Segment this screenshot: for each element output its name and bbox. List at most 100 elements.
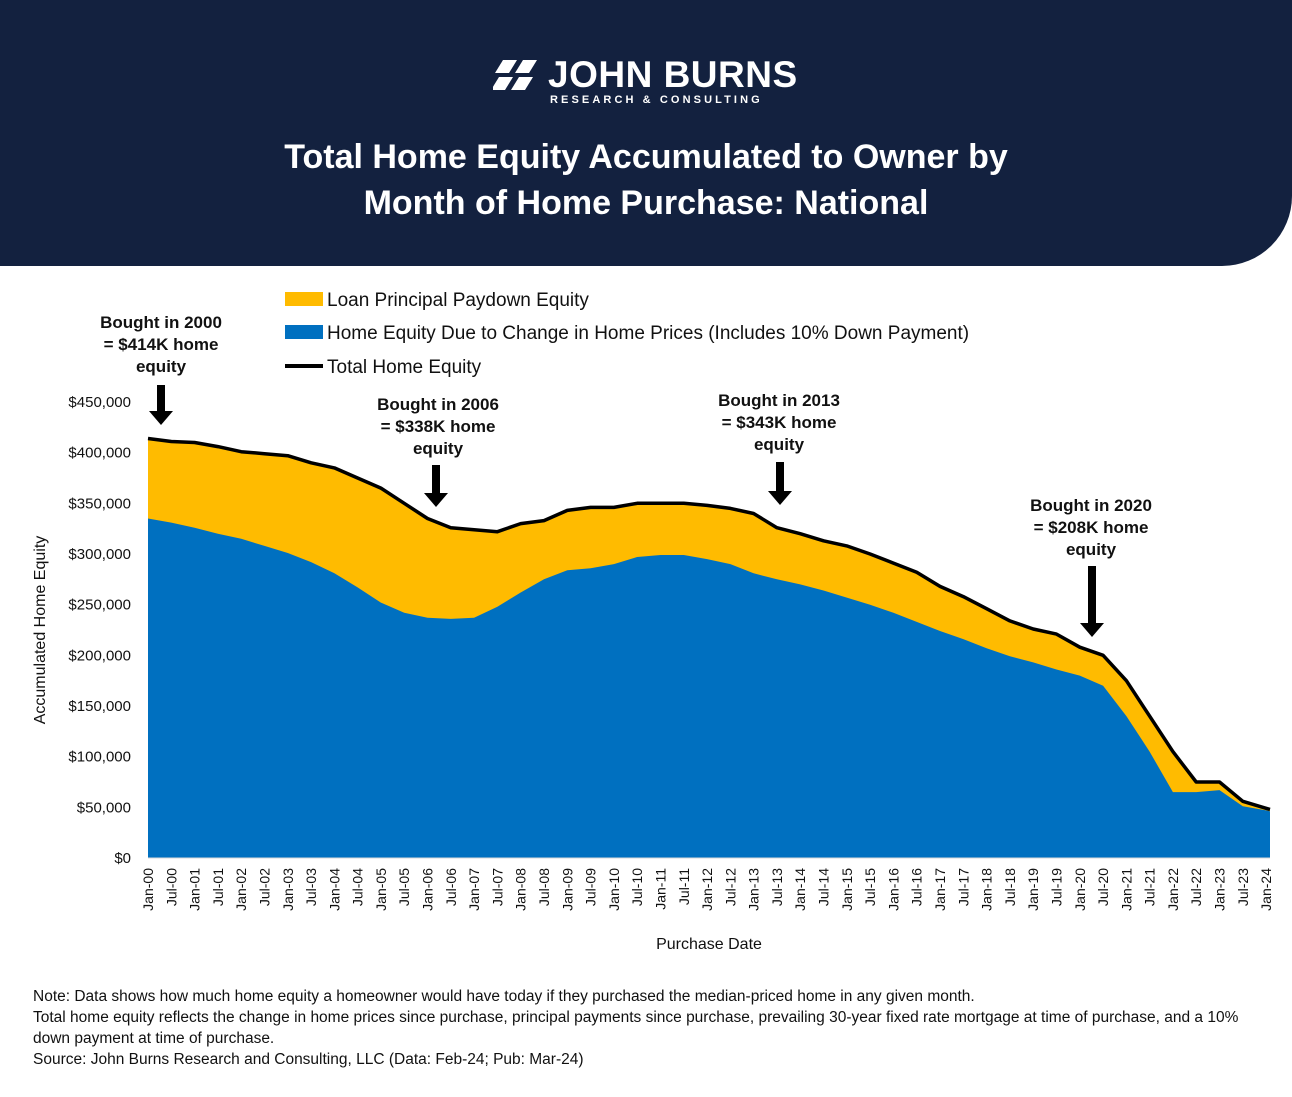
annotation-text: Bought in 2006 xyxy=(377,395,499,414)
legend-label: Home Equity Due to Change in Home Prices… xyxy=(327,323,969,344)
x-tick-label: Jan-18 xyxy=(979,868,995,911)
x-tick-label: Jul-09 xyxy=(583,868,599,906)
y-axis-title: Accumulated Home Equity xyxy=(32,536,49,725)
annotation-text: equity xyxy=(754,435,805,454)
x-tick-label: Jul-16 xyxy=(909,868,925,906)
annotation-text: = $208K home xyxy=(1034,518,1149,537)
x-tick-label: Jul-05 xyxy=(396,868,412,906)
x-tick-label: Jan-16 xyxy=(885,868,901,911)
annotation-text: equity xyxy=(413,439,464,458)
x-tick-label: Jul-03 xyxy=(303,868,319,906)
x-tick-label: Jul-23 xyxy=(1235,868,1251,906)
x-tick-label: Jan-23 xyxy=(1212,868,1228,911)
x-tick-label: Jan-24 xyxy=(1258,868,1274,911)
x-tick-label: Jul-21 xyxy=(1142,868,1158,906)
x-tick-label: Jan-14 xyxy=(792,868,808,911)
x-tick-label: Jan-22 xyxy=(1165,868,1181,911)
note-source: Source: John Burns Research and Consulti… xyxy=(33,1051,584,1068)
x-tick-label: Jul-20 xyxy=(1095,868,1111,906)
y-tick-label: $350,000 xyxy=(68,495,131,512)
equity-chart: $0 $50,000 $100,000 $150,000 $200,000 $250,00… xyxy=(32,290,1274,953)
x-tick-label: Jul-12 xyxy=(722,868,738,906)
annotation-text: Bought in 2020 xyxy=(1030,496,1152,515)
x-tick-label: Jul-06 xyxy=(443,868,459,906)
x-tick-label: Jan-04 xyxy=(326,868,342,911)
x-tick-label: Jan-20 xyxy=(1072,868,1088,911)
x-tick-label: Jul-01 xyxy=(210,868,226,906)
x-tick-label: Jan-03 xyxy=(280,868,296,911)
x-tick-label: Jul-14 xyxy=(816,868,832,906)
annotation-text: = $343K home xyxy=(722,413,837,432)
x-tick-label: Jan-10 xyxy=(606,868,622,911)
x-tick-label: Jan-15 xyxy=(839,868,855,911)
x-tick-label: Jul-04 xyxy=(350,868,366,906)
x-tick-label: Jan-02 xyxy=(233,868,249,911)
legend-label: Loan Principal Paydown Equity xyxy=(327,290,589,311)
x-tick-label: Jul-15 xyxy=(862,868,878,906)
annotation-arrow-shaft xyxy=(1088,566,1096,623)
total-equity-line xyxy=(147,436,1271,812)
x-tick-label: Jan-13 xyxy=(746,868,762,911)
x-tick-label: Jul-18 xyxy=(1002,868,1018,906)
x-tick-label: Jul-07 xyxy=(489,868,505,906)
annotation-arrow-shaft xyxy=(432,465,440,493)
brand-logo: JOHN BURNS RESEARCH & CONSULTING xyxy=(0,52,1292,112)
price-change-area xyxy=(148,518,1270,858)
legend-swatch xyxy=(285,292,323,306)
annotation-text: equity xyxy=(136,357,187,376)
page-title: Total Home Equity Accumulated to Owner b… xyxy=(0,134,1292,226)
chart-notes: Note: Data shows how much home equity a … xyxy=(33,986,1273,1070)
y-tick-label: $0 xyxy=(114,850,131,867)
x-tick-label: Jan-08 xyxy=(513,868,529,911)
y-tick-label: $100,000 xyxy=(68,749,131,766)
x-tick-label: Jul-22 xyxy=(1188,868,1204,906)
legend-label: Total Home Equity xyxy=(327,357,482,378)
x-tick-label: Jan-09 xyxy=(559,868,575,911)
x-tick-label: Jan-01 xyxy=(187,868,203,911)
legend-swatch xyxy=(285,325,323,339)
y-tick-label: $450,000 xyxy=(68,394,131,411)
x-tick-label: Jul-13 xyxy=(769,868,785,906)
x-tick-label: Jul-10 xyxy=(629,868,645,906)
note-line-2: Total home equity reflects the change in… xyxy=(33,1009,1239,1047)
y-tick-label: $150,000 xyxy=(68,698,131,715)
y-tick-label: $250,000 xyxy=(68,597,131,614)
y-tick-label: $200,000 xyxy=(68,647,131,664)
header-banner: JOHN BURNS RESEARCH & CONSULTING Total H… xyxy=(0,0,1292,266)
annotation-arrow-shaft xyxy=(776,462,784,491)
x-tick-label: Jan-19 xyxy=(1025,868,1041,911)
brand-mark-icon xyxy=(493,60,537,90)
x-axis-title: Purchase Date xyxy=(656,936,762,953)
y-tick-label: $50,000 xyxy=(77,799,131,816)
annotation-text: = $338K home xyxy=(381,417,496,436)
annotation-text: Bought in 2000 xyxy=(100,313,222,332)
x-tick-label: Jan-21 xyxy=(1118,868,1134,911)
annotation-text: = $414K home xyxy=(104,335,219,354)
annotation-text: equity xyxy=(1066,540,1117,559)
title-line-1: Total Home Equity Accumulated to Owner b… xyxy=(284,138,1008,176)
x-tick-label: Jan-06 xyxy=(420,868,436,911)
x-tick-label: Jan-11 xyxy=(652,868,668,910)
x-tick-label: Jan-17 xyxy=(932,868,948,911)
x-tick-label: Jul-19 xyxy=(1048,868,1064,906)
x-tick-label: Jan-05 xyxy=(373,868,389,911)
x-tick-label: Jan-07 xyxy=(466,868,482,911)
y-tick-label: $300,000 xyxy=(68,546,131,563)
annotation-arrow-head xyxy=(424,493,448,507)
annotation-arrow-head xyxy=(149,411,173,425)
annotation-text: Bought in 2013 xyxy=(718,391,840,410)
y-tick-label: $400,000 xyxy=(68,445,131,462)
x-tick-label: Jan-12 xyxy=(699,868,715,911)
x-tick-label: Jul-08 xyxy=(536,868,552,906)
annotation-arrow-head xyxy=(1080,623,1104,637)
x-tick-label: Jan-00 xyxy=(140,868,156,911)
x-tick-label: Jul-02 xyxy=(256,868,272,906)
annotation-arrow-head xyxy=(768,491,792,505)
title-line-2: Month of Home Purchase: National xyxy=(363,184,929,222)
brand-name: JOHN BURNS xyxy=(548,54,798,95)
x-tick-label: Jul-00 xyxy=(163,868,179,906)
brand-subtitle: RESEARCH & CONSULTING xyxy=(550,94,763,106)
annotation-arrow-shaft xyxy=(157,385,165,411)
x-tick-label: Jul-17 xyxy=(955,868,971,906)
x-tick-label: Jul-11 xyxy=(676,868,692,905)
